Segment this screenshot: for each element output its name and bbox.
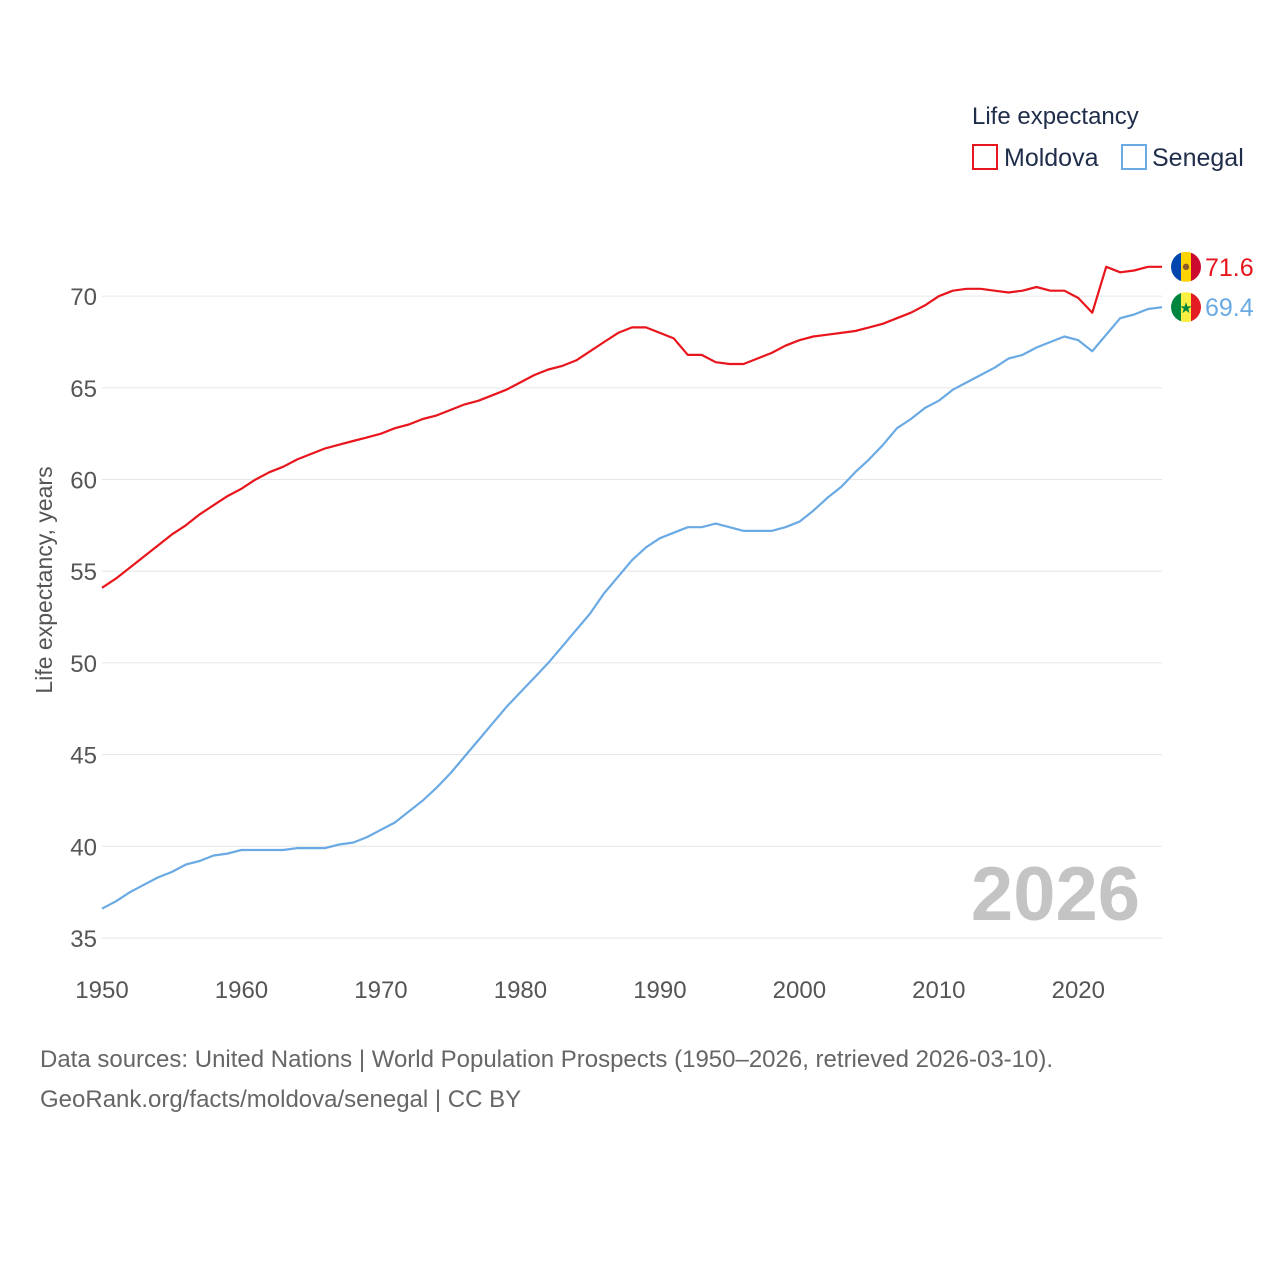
y-tick-label-50: 50: [70, 651, 97, 678]
end-value-label-moldova: 71.6: [1205, 254, 1254, 282]
legend-item-moldova[interactable]: Moldova: [972, 144, 1099, 172]
moldova-flag-icon: [1171, 251, 1201, 282]
legend-swatch-moldova: [972, 144, 998, 170]
x-tick-label-1950: 1950: [75, 977, 128, 1004]
x-tick-label-2020: 2020: [1052, 977, 1105, 1004]
y-tick-label-55: 55: [70, 559, 97, 586]
credit-link[interactable]: GeoRank.org/facts/moldova/senegal | CC B…: [40, 1086, 522, 1113]
y-tick-label-40: 40: [70, 834, 97, 861]
footer: Data sources: United Nations | World Pop…: [40, 1040, 1260, 1120]
x-tick-label-1960: 1960: [215, 977, 268, 1004]
year-watermark: 2026: [971, 852, 1140, 937]
y-axis-ticks: 35 40 45 50 55 60 65 70: [70, 284, 97, 953]
y-axis-title: Life expectancy, years: [31, 466, 57, 693]
x-tick-label-2010: 2010: [912, 977, 965, 1004]
svg-text:★: ★: [1179, 299, 1192, 317]
y-tick-label-65: 65: [70, 376, 97, 403]
series-end-labels: 71.6 ★ 69.4: [1171, 251, 1254, 323]
legend-swatch-senegal: [1121, 144, 1147, 170]
x-tick-label-2000: 2000: [773, 977, 826, 1004]
y-tick-label-60: 60: [70, 468, 97, 495]
x-axis-ticks: 1950 1960 1970 1980 1990 2000 2010 2020: [75, 977, 1105, 1004]
series-line-senegal[interactable]: [101, 306, 1163, 910]
y-tick-label-35: 35: [70, 926, 97, 953]
grid-lines: [102, 295, 1162, 939]
legend-label-senegal: Senegal: [1152, 144, 1244, 172]
x-tick-label-1970: 1970: [354, 977, 407, 1004]
end-value-label-senegal: 69.4: [1205, 294, 1254, 322]
legend-item-senegal[interactable]: Senegal: [1121, 144, 1244, 172]
senegal-flag-icon: ★: [1171, 292, 1201, 323]
data-source-text: Data sources: United Nations | World Pop…: [40, 1046, 1054, 1073]
legend-label-moldova: Moldova: [1004, 144, 1099, 172]
legend: Life expectancy Moldova Senegal: [972, 103, 1244, 172]
series-line-moldova[interactable]: [101, 265, 1162, 589]
legend-title: Life expectancy: [972, 103, 1139, 130]
y-tick-label-45: 45: [70, 743, 97, 770]
series-lines: [101, 265, 1163, 910]
x-tick-label-1980: 1980: [494, 977, 547, 1004]
x-tick-label-1990: 1990: [633, 977, 686, 1004]
y-tick-label-70: 70: [70, 284, 97, 311]
